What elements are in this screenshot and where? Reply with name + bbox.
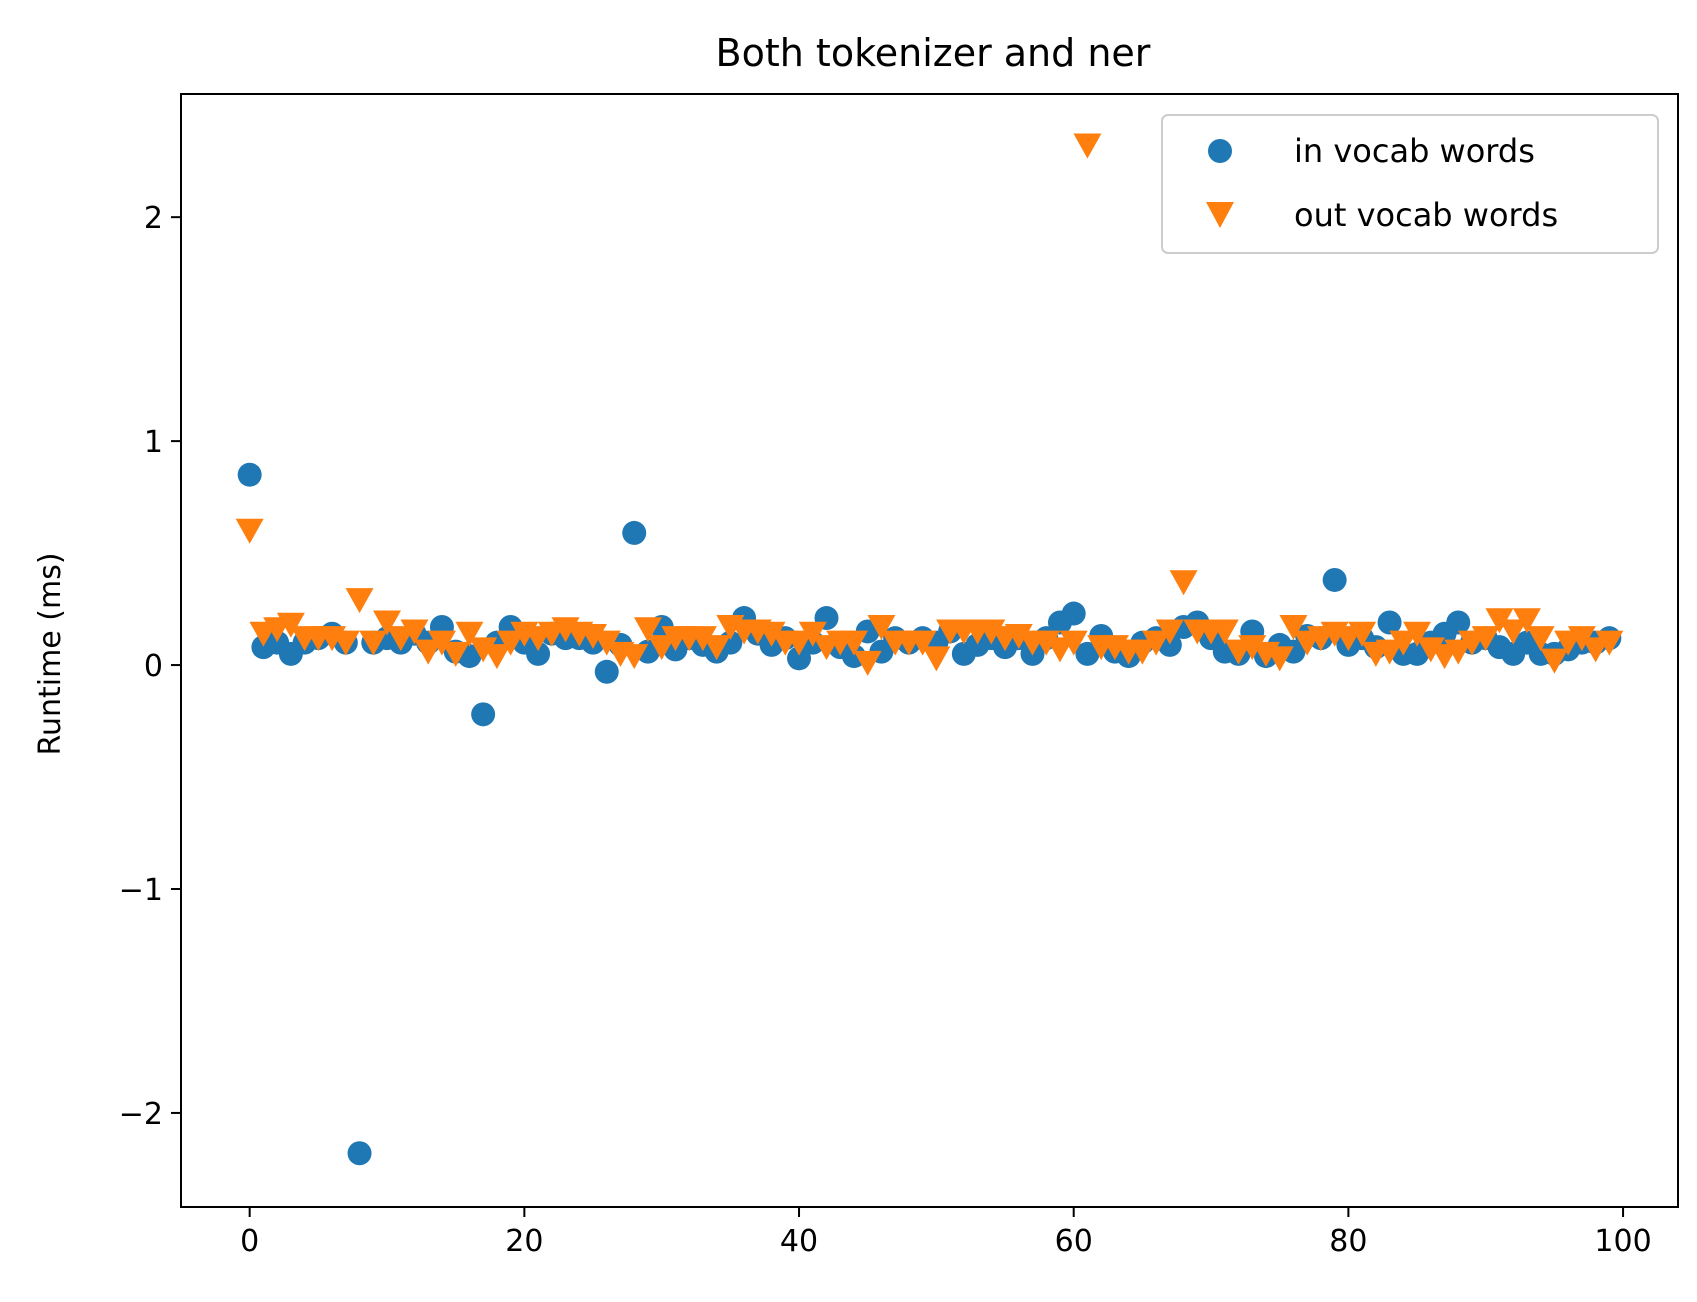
data-point-in-vocab [1377,610,1402,635]
legend-box [1161,114,1659,254]
data-point-in-vocab [237,462,262,487]
data-point-out-vocab [1375,639,1404,665]
data-point-out-vocab [1499,619,1528,645]
data-point-out-vocab [1471,626,1500,652]
legend-marker-in-vocab [1208,139,1232,163]
data-point-out-vocab [908,630,937,656]
data-point-out-vocab [1595,630,1624,656]
data-point-out-vocab [1540,648,1569,674]
data-point-out-vocab [1155,619,1184,645]
data-point-out-vocab [867,614,896,640]
data-point-out-vocab [1567,626,1596,652]
data-point-out-vocab [1348,621,1377,647]
data-point-out-vocab [427,630,456,656]
data-point-in-vocab [622,520,647,545]
data-point-in-vocab [471,702,496,727]
data-point-in-vocab [347,1141,372,1166]
data-point-out-vocab [853,650,882,676]
data-point-out-vocab [1142,630,1171,656]
data-point-out-vocab [1059,630,1088,656]
data-point-out-vocab [276,612,305,638]
data-point-out-vocab [1128,639,1157,665]
data-point-out-vocab [1485,608,1514,634]
data-point-out-vocab [1444,639,1473,665]
y-tick-label: 1 [144,425,163,460]
data-point-out-vocab [785,630,814,656]
data-point-out-vocab [1265,646,1294,672]
data-point-out-vocab [1073,133,1102,159]
data-point-out-vocab [1169,570,1198,596]
legend-marker-out-vocab [1206,202,1234,228]
data-point-out-vocab [1403,621,1432,647]
data-point-out-vocab [1416,637,1445,663]
data-point-out-vocab [455,621,484,647]
x-tick-label: 40 [780,1224,818,1259]
data-point-out-vocab [441,641,470,667]
data-point-in-vocab [787,646,812,671]
data-point-out-vocab [400,619,429,645]
data-point-in-vocab [1281,639,1306,664]
data-point-out-vocab [1389,630,1418,656]
y-tick-label: 2 [144,201,163,236]
x-axis: 0 20 40 60 80 100 [240,1207,1652,1259]
plot-frame [180,93,1679,1208]
data-point-in-vocab [1322,567,1347,592]
x-tick-label: 20 [505,1224,543,1259]
x-tick-label: 100 [1594,1224,1651,1259]
data-point-in-vocab [1075,641,1100,666]
legend-label-out-vocab: out vocab words [1294,196,1558,234]
data-point-in-vocab [1061,601,1086,626]
data-point-out-vocab [592,630,621,656]
data-point-out-vocab [702,635,731,661]
y-tick-label: −1 [119,873,163,908]
data-point-out-vocab [373,610,402,636]
data-point-out-vocab [579,623,608,649]
data-point-out-vocab [359,630,388,656]
x-tick-label: 0 [240,1224,259,1259]
x-tick-label: 60 [1055,1224,1093,1259]
data-point-out-vocab [647,635,676,661]
data-point-out-vocab [633,617,662,643]
plot-markers [235,133,1624,1166]
y-tick-label: 0 [144,649,163,684]
data-point-out-vocab [977,619,1006,645]
data-point-out-vocab [839,630,868,656]
data-point-in-vocab [1446,610,1471,635]
data-point-in-vocab [841,644,866,669]
data-point-out-vocab [1279,614,1308,640]
y-tick-label: −2 [119,1097,163,1132]
data-point-out-vocab [1238,635,1267,661]
data-point-out-vocab [1512,608,1541,634]
data-point-in-vocab [594,659,619,684]
data-point-out-vocab [469,637,498,663]
y-axis-label: Runtime (ms) [33,552,68,755]
data-point-out-vocab [922,646,951,672]
data-point-out-vocab [235,518,264,544]
data-point-out-vocab [496,630,525,656]
legend: in vocab words out vocab words [1161,114,1659,254]
data-point-out-vocab [1004,623,1033,649]
data-point-out-vocab [1032,630,1061,656]
data-point-out-vocab [1210,619,1239,645]
data-point-out-vocab [482,644,511,670]
data-point-out-vocab [345,588,374,614]
data-point-out-vocab [1526,626,1555,652]
data-point-out-vocab [757,621,786,647]
data-point-in-vocab [526,641,551,666]
data-point-out-vocab [414,639,443,665]
y-axis: −2 −1 0 1 2 [119,201,181,1132]
data-point-out-vocab [331,630,360,656]
legend-label-in-vocab: in vocab words [1294,132,1535,170]
data-point-out-vocab [798,621,827,647]
x-tick-label: 80 [1329,1224,1367,1259]
data-point-out-vocab [620,644,649,670]
chart-title: Both tokenizer and ner [716,31,1151,75]
data-point-out-vocab [688,626,717,652]
